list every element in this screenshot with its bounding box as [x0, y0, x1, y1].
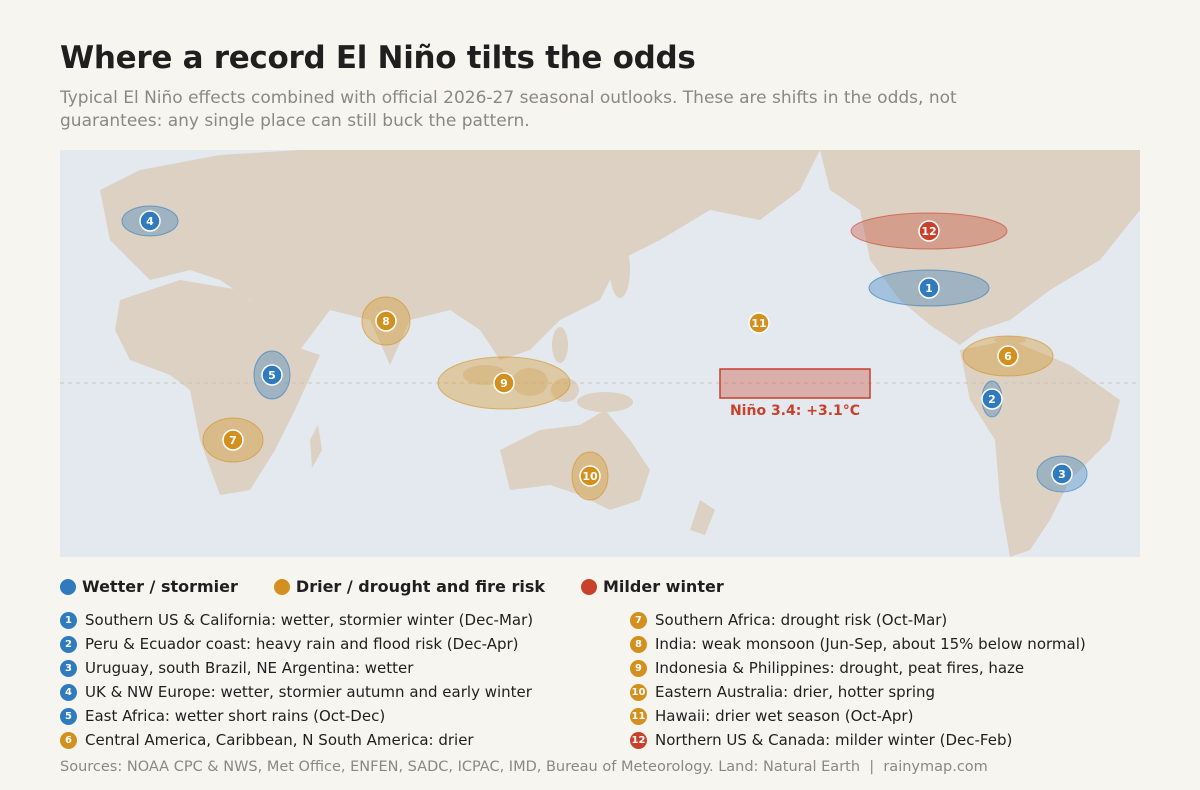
region-item: 12 Northern US & Canada: milder winter (D…	[630, 728, 1012, 752]
zone-number: 5	[268, 369, 276, 382]
region-number: 10	[630, 683, 647, 701]
zone-marker	[493, 372, 515, 394]
region-number: 1	[60, 611, 77, 629]
legend: Wetter / stormier Drier / drought and fir…	[60, 577, 724, 596]
region-text: Southern Africa: drought risk (Oct-Mar)	[655, 611, 948, 629]
zone-marker	[375, 310, 397, 332]
region-item: 4 UK & NW Europe: wetter, stormier autumn…	[60, 680, 532, 704]
region-item: 6 Central America, Caribbean, N South Ame…	[60, 728, 474, 752]
region-text: Northern US & Canada: milder winter (Dec…	[655, 731, 1013, 749]
region-number: 2	[60, 635, 77, 653]
zone-number: 3	[1058, 468, 1066, 481]
zone-number: 10	[582, 470, 598, 483]
region-text: Uruguay, south Brazil, NE Argentina: wet…	[85, 659, 414, 677]
region-number: 11	[630, 707, 647, 725]
region-text: India: weak monsoon (Jun-Sep, about 15% …	[655, 635, 1086, 653]
legend-item: Milder winter	[581, 577, 724, 596]
region-text: Eastern Australia: drier, hotter spring	[655, 683, 936, 701]
region-number: 6	[60, 731, 77, 749]
legend-label: Drier / drought and fire risk	[295, 577, 545, 596]
region-text: Indonesia & Philippines: drought, peat f…	[655, 659, 1025, 677]
nino-label: Niño 3.4: +3.1°C	[730, 403, 860, 419]
sources: Sources: NOAA CPC & NWS, Met Office, ENF…	[60, 759, 988, 775]
zone-marker	[261, 364, 283, 386]
region-number: 4	[60, 683, 77, 701]
region-item: 7 Southern Africa: drought risk (Oct-Mar)	[630, 608, 947, 632]
region-item: 5 East Africa: wetter short rains (Oct-De…	[60, 704, 385, 728]
region-item: 8 India: weak monsoon (Jun-Sep, about 15%…	[630, 632, 1086, 656]
region-number: 8	[630, 635, 647, 653]
legend-dot	[273, 578, 290, 595]
zone-marker	[222, 429, 244, 451]
zone-marker	[918, 220, 940, 242]
region-number: 7	[630, 611, 647, 629]
zone-number: 2	[988, 393, 996, 406]
region-item: 10 Eastern Australia: drier, hotter sprin…	[630, 680, 935, 704]
zone-marker	[1051, 463, 1073, 485]
region-text: Southern US & California: wetter, stormi…	[85, 611, 534, 629]
zone-number: 11	[751, 317, 766, 330]
zone-number: 9	[500, 377, 508, 390]
region-text: Peru & Ecuador coast: heavy rain and flo…	[85, 635, 519, 653]
region-number: 5	[60, 707, 77, 725]
zone-marker	[981, 388, 1003, 410]
zone-marker	[997, 345, 1019, 367]
region-item: 9 Indonesia & Philippines: drought, peat …	[630, 656, 1024, 680]
land	[100, 150, 1140, 557]
zone-marker	[139, 210, 161, 232]
region-number: 12	[630, 731, 647, 749]
zone-number: 1	[925, 282, 933, 295]
zone-marker	[748, 312, 770, 334]
legend-dot	[581, 578, 597, 595]
nino-box	[719, 368, 871, 399]
legend-label: Milder winter	[603, 577, 724, 596]
zone-number: 6	[1004, 350, 1012, 363]
region-text: East Africa: wetter short rains (Oct-Dec…	[85, 707, 386, 725]
region-item: 1 Southern US & California: wetter, storm…	[60, 608, 533, 632]
region-item: 3 Uruguay, south Brazil, NE Argentina: we…	[60, 656, 413, 680]
region-text: Central America, Caribbean, N South Amer…	[85, 731, 474, 749]
region-number: 3	[60, 659, 77, 677]
zone-number: 7	[229, 434, 237, 447]
zone-marker	[918, 277, 940, 299]
zone-number: 4	[146, 215, 154, 228]
legend-label: Wetter / stormier	[82, 577, 238, 596]
legend-dot	[60, 578, 76, 595]
region-item: 11 Hawaii: drier wet season (Oct-Apr)	[630, 704, 913, 728]
region-number: 9	[630, 659, 647, 677]
region-text: Hawaii: drier wet season (Oct-Apr)	[655, 707, 914, 725]
region-item: 2 Peru & Ecuador coast: heavy rain and fl…	[60, 632, 519, 656]
zone-number: 12	[921, 225, 936, 238]
title: Where a record El Niño tilts the odds	[60, 40, 696, 76]
subtitle: Typical El Niño effects combined with of…	[60, 88, 957, 131]
zone-number: 8	[382, 315, 390, 328]
legend-item: Wetter / stormier	[60, 577, 238, 596]
legend-item: Drier / drought and fire risk	[273, 577, 545, 596]
zone-marker	[579, 465, 601, 487]
region-text: UK & NW Europe: wetter, stormier autumn …	[85, 683, 532, 701]
